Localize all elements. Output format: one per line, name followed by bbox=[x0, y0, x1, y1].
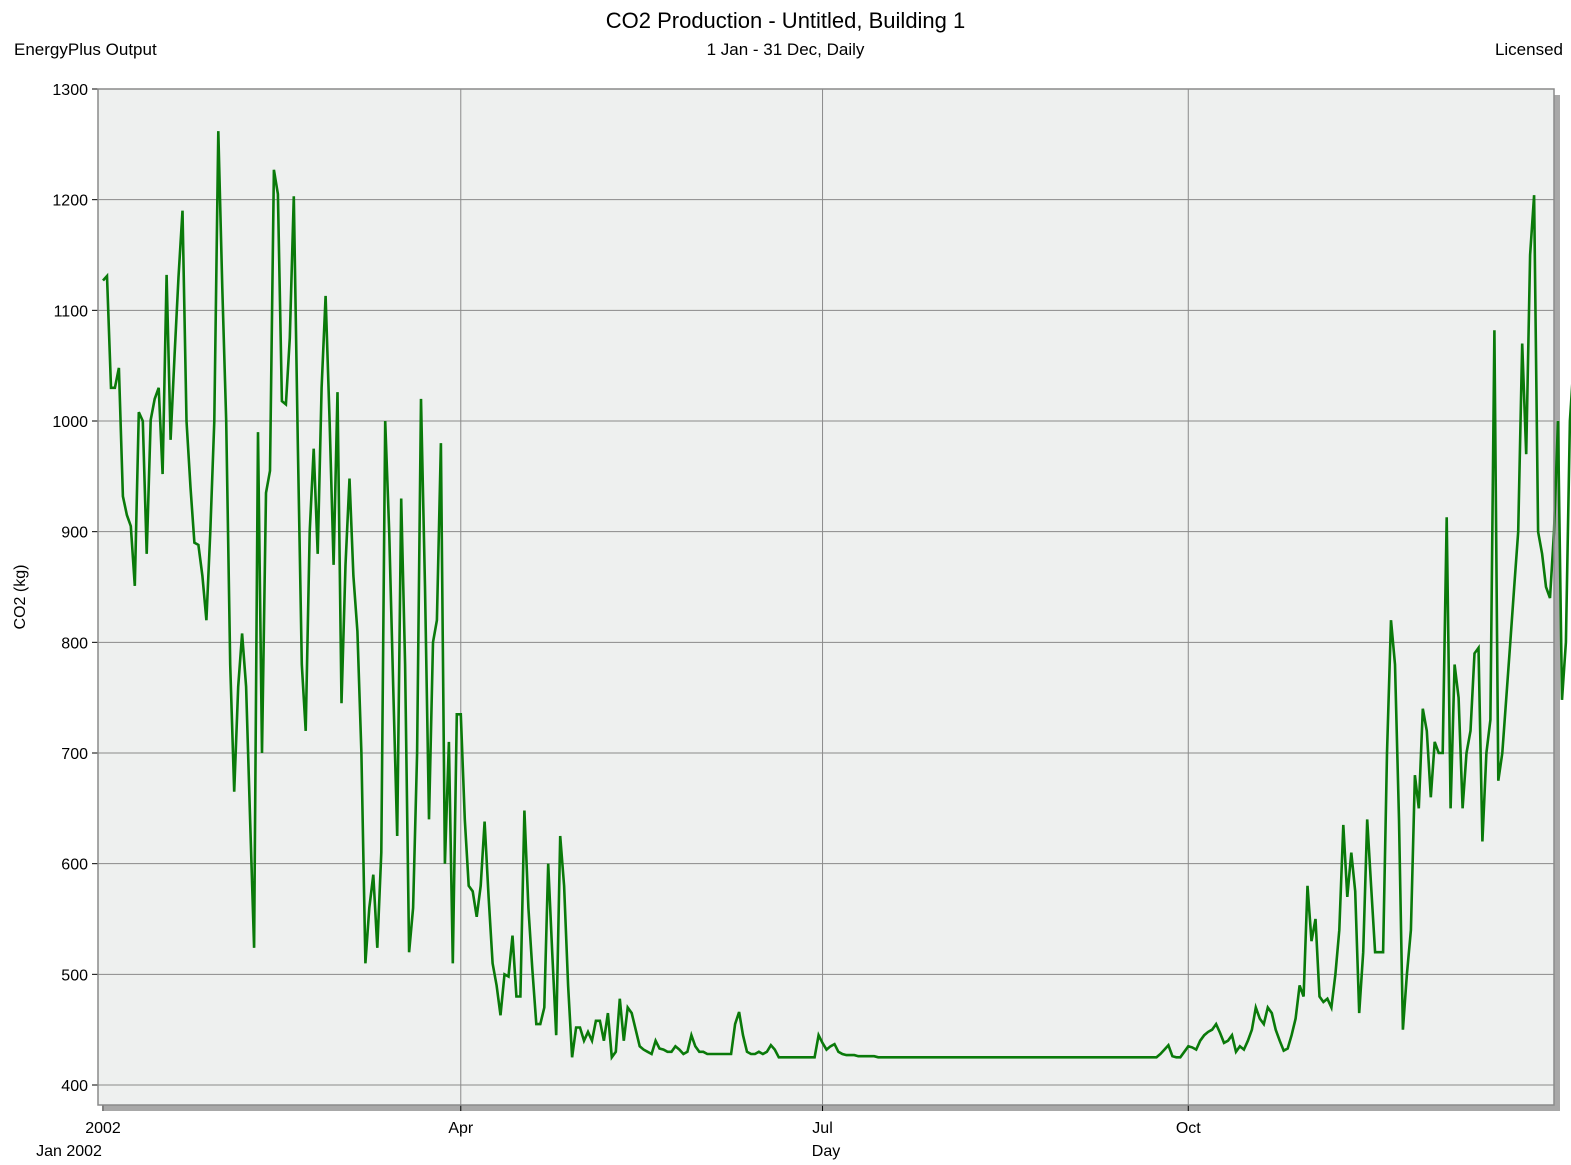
y-tick-label-1200: 1200 bbox=[52, 193, 88, 210]
x-tick-label-2002: 2002 bbox=[85, 1120, 121, 1137]
x-tick-sublabel: Jan 2002 bbox=[36, 1143, 102, 1160]
plot-area bbox=[98, 89, 1554, 1105]
chart-title: CO2 Production - Untitled, Building 1 bbox=[605, 8, 966, 33]
y-tick-label-600: 600 bbox=[61, 857, 88, 874]
license-label: Licensed bbox=[1494, 40, 1563, 59]
x-axis-label: Day bbox=[812, 1143, 840, 1160]
series-line-co2 bbox=[102, 131, 1571, 1061]
y-tick-label-1000: 1000 bbox=[52, 414, 88, 431]
y-axis-label: CO2 (kg) bbox=[12, 565, 29, 630]
y-axis-ticks: 400 500 600 700 800 900 1000 1100 1200 1300 bbox=[52, 82, 98, 1095]
grid-lines bbox=[98, 88, 1554, 1105]
plot-frame bbox=[97, 88, 1555, 1106]
x-tick-label-oct: Oct bbox=[1176, 1120, 1201, 1137]
y-tick-label-1300: 1300 bbox=[52, 82, 88, 99]
y-tick-label-1100: 1100 bbox=[54, 303, 89, 320]
x-tick-label-jul: Jul bbox=[812, 1120, 832, 1137]
y-tick-label-400: 400 bbox=[61, 1078, 88, 1095]
x-axis-ticks: 2002 Jan 2002 Apr Jul Oct bbox=[36, 1105, 1201, 1160]
y-tick-label-500: 500 bbox=[61, 967, 88, 984]
source-label: EnergyPlus Output bbox=[14, 40, 157, 59]
y-tick-label-700: 700 bbox=[61, 746, 88, 763]
y-tick-label-800: 800 bbox=[61, 635, 88, 652]
chart-subtitle: 1 Jan - 31 Dec, Daily bbox=[706, 40, 865, 59]
y-tick-label-900: 900 bbox=[61, 525, 88, 542]
x-tick-label-apr: Apr bbox=[448, 1120, 474, 1137]
